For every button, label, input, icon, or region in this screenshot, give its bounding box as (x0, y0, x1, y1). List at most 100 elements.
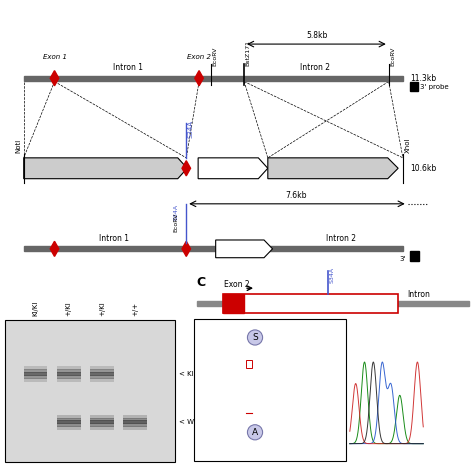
Bar (90, 375, 114, 379)
Polygon shape (198, 158, 268, 179)
Text: T: T (371, 451, 374, 456)
Bar (57, 420, 81, 424)
Circle shape (247, 425, 263, 440)
Bar (24, 375, 47, 379)
Text: NotI: NotI (15, 138, 21, 153)
Polygon shape (216, 240, 273, 258)
Text: 3': 3' (400, 256, 406, 262)
Bar (123, 426, 147, 430)
Text: Intron 1: Intron 1 (99, 234, 129, 243)
Text: I: I (292, 333, 294, 342)
Text: Intron 1: Intron 1 (113, 63, 143, 72)
Text: ...GAGGCT: ...GAGGCT (212, 403, 254, 412)
Bar (350, 319, 423, 461)
Text: S: S (252, 333, 258, 342)
Text: XhoI: XhoI (404, 137, 410, 153)
Text: 5.8kb: 5.8kb (306, 31, 328, 40)
Text: A: A (408, 451, 411, 456)
Text: +/KI: +/KI (66, 301, 72, 316)
Text: Intron 2: Intron 2 (300, 63, 330, 72)
Text: C: C (390, 451, 393, 456)
Bar (24, 372, 47, 376)
Text: +/KI: +/KI (99, 301, 105, 316)
Text: T: T (353, 451, 356, 456)
Bar (57, 418, 81, 421)
Text: Exon 2: Exon 2 (187, 54, 211, 60)
Text: < KI 7.6kb: < KI 7.6kb (179, 371, 216, 377)
Bar (57, 426, 81, 430)
Circle shape (247, 330, 263, 345)
Polygon shape (182, 161, 191, 176)
Bar (24, 366, 47, 370)
Text: Exon 2: Exon 2 (224, 280, 250, 289)
Polygon shape (50, 241, 59, 256)
Text: 7.6kb: 7.6kb (285, 191, 307, 200)
Polygon shape (268, 158, 398, 179)
Text: S34A: S34A (187, 120, 193, 138)
Bar (123, 420, 147, 424)
Bar (194, 319, 346, 461)
Bar (57, 372, 81, 376)
Bar (24, 369, 47, 373)
Bar (410, 82, 418, 91)
Bar (57, 375, 81, 379)
Text: A: A (252, 428, 258, 437)
Bar (223, 294, 398, 313)
Text: A: A (230, 428, 236, 437)
Text: PGK-Neo: PGK-Neo (212, 164, 245, 173)
Text: Intron 2: Intron 2 (326, 234, 356, 243)
Text: CTGGCATA...: CTGGCATA... (253, 403, 303, 412)
Text: C: C (197, 276, 206, 289)
Bar (57, 369, 81, 373)
Text: Intron: Intron (408, 291, 430, 299)
Text: S34A: S34A (173, 204, 178, 220)
Polygon shape (195, 71, 203, 86)
Text: C: C (399, 451, 402, 456)
Bar (223, 294, 244, 313)
Bar (90, 415, 114, 419)
Text: A: A (230, 333, 236, 342)
Text: +/+: +/+ (132, 302, 138, 316)
Text: T: T (247, 359, 252, 368)
Text: CTGGCATA...: CTGGCATA... (253, 359, 303, 368)
Text: G: G (380, 451, 383, 456)
Text: BstZ171: BstZ171 (246, 40, 251, 66)
Bar (90, 420, 114, 424)
Text: KI: KI (198, 403, 205, 412)
Text: S34A: S34A (329, 267, 335, 283)
Bar (123, 423, 147, 427)
Text: 10.6kb: 10.6kb (410, 164, 436, 173)
Text: G: G (271, 428, 277, 437)
Text: 5'arm 5.6kb: 5'arm 5.6kb (78, 164, 124, 173)
Text: S: S (252, 333, 258, 342)
Bar (5, 320, 175, 462)
Text: EcoRV: EcoRV (212, 47, 218, 66)
Text: EcoRV: EcoRV (390, 47, 395, 66)
Text: KI/KI: KI/KI (33, 301, 38, 316)
Polygon shape (182, 241, 191, 256)
Text: 3'arm 3.1kb: 3'arm 3.1kb (305, 164, 351, 173)
Text: A: A (362, 451, 365, 456)
Text: E: E (211, 428, 217, 437)
Bar (90, 372, 114, 376)
Bar (57, 366, 81, 370)
Text: WT: WT (198, 359, 210, 368)
Text: E: E (211, 333, 217, 342)
Bar (123, 415, 147, 419)
Polygon shape (50, 71, 59, 86)
Polygon shape (24, 158, 187, 179)
Text: PGK-Neo: PGK-Neo (225, 246, 255, 252)
Bar (24, 76, 403, 81)
Bar (90, 366, 114, 370)
Text: EcoRV: EcoRV (173, 213, 178, 232)
Text: G: G (417, 451, 420, 456)
Bar (90, 426, 114, 430)
Bar (90, 378, 114, 382)
Bar (24, 246, 403, 251)
Text: coding: coding (283, 299, 309, 308)
Text: ...GAGGCT: ...GAGGCT (212, 359, 254, 368)
Bar (123, 418, 147, 421)
Text: A: A (252, 428, 258, 437)
Bar (197, 301, 469, 306)
Text: < WT 5.8kb: < WT 5.8kb (179, 419, 220, 425)
